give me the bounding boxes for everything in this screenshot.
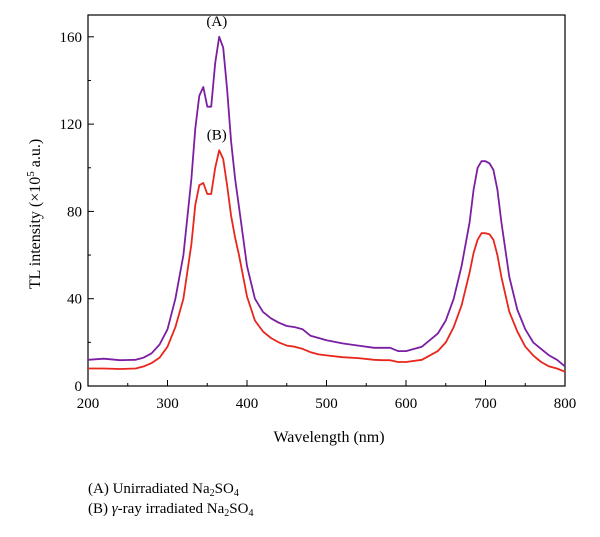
legend-a-sub1: 2	[209, 488, 215, 499]
x-tick-label-600: 600	[395, 396, 418, 412]
x-tick-label-500: 500	[315, 396, 338, 412]
y-axis-label-main: TL intensity (×10	[27, 177, 44, 289]
annotation-a: (A)	[206, 14, 227, 30]
x-tick-label-800: 800	[554, 396, 577, 412]
y-axis-label-unit: a.u.)	[27, 139, 44, 171]
legend-b-sub1: 2	[224, 508, 230, 519]
x-tick-label-400: 400	[236, 396, 259, 412]
annotation-b: (B)	[207, 127, 227, 143]
legend-b-so: SO	[229, 501, 249, 517]
y-tick-label-160: 160	[60, 30, 83, 46]
legend-line-b: (B) γ-ray irradiated Na2SO4	[88, 499, 253, 519]
legend-a-sub2: 4	[233, 488, 239, 499]
x-tick-label-300: 300	[156, 396, 179, 412]
legend-a-mid: SO	[214, 481, 234, 497]
plot-frame	[87, 14, 566, 387]
y-tick-label-120: 120	[60, 117, 83, 133]
y-tick-label-80: 80	[67, 204, 82, 220]
tl-spectrum-chart: 200 300 400 500 600 700 800 0 40 80 120 160 (A) (B) W…	[25, 14, 577, 446]
legend-b-gamma: γ	[111, 501, 118, 517]
legend-b-mid: -ray irradiated Na	[117, 501, 225, 517]
y-axis-label: TL intensity (×105 a.u.)	[25, 139, 44, 289]
x-axis-label: Wavelength (nm)	[273, 429, 384, 446]
legend-a-prefix: (A) Unirradiated Na	[88, 481, 210, 497]
y-tick-label-40: 40	[67, 292, 82, 308]
x-tick-label-700: 700	[474, 396, 497, 412]
legend-b-sub2: 4	[248, 508, 254, 519]
series-line-b	[88, 149, 566, 373]
legend-line-a: (A) Unirradiated Na2SO4	[88, 479, 239, 499]
y-tick-label-0: 0	[75, 379, 83, 395]
x-tick-label-200: 200	[77, 396, 100, 412]
y-axis-label-exponent: 5	[25, 171, 37, 177]
series-line-a	[87, 35, 566, 368]
legend-b-prefix: (B)	[88, 501, 112, 517]
